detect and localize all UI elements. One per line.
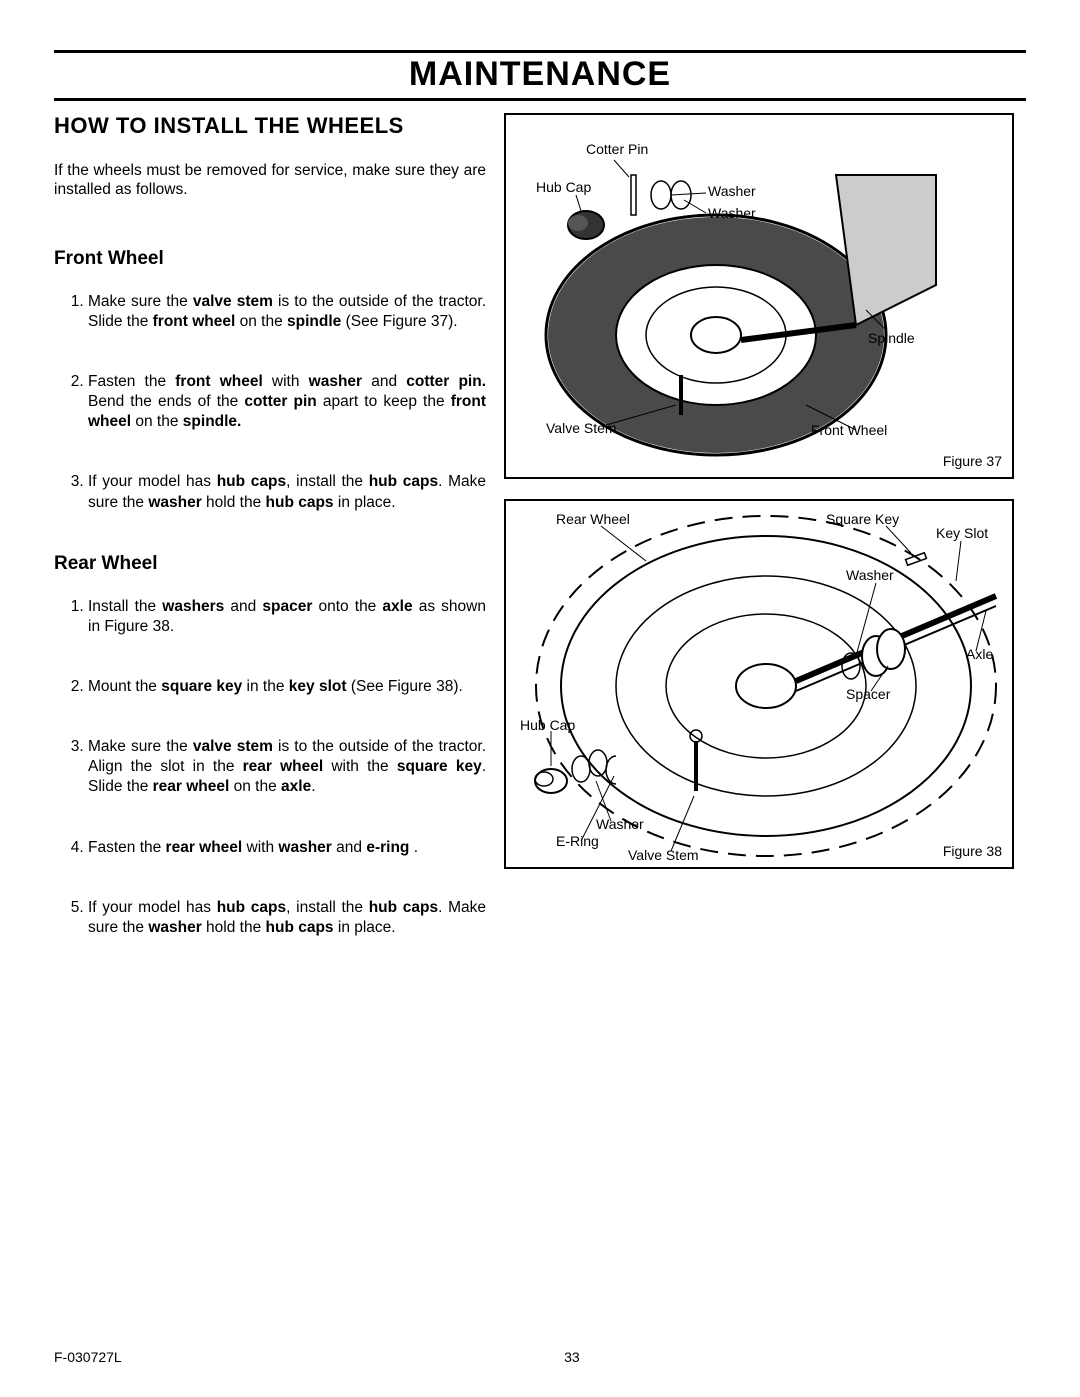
front-wheel-heading: Front Wheel (54, 248, 486, 270)
figure-38: Rear Wheel Square Key Key Slot Washer Ax… (504, 499, 1014, 869)
intro-text: If the wheels must be removed for servic… (54, 161, 486, 200)
front-wheel-steps: Make sure the valve stem is to the outsi… (54, 292, 486, 513)
right-column: Cotter Pin Hub Cap Washer Washer Spindle… (504, 113, 1014, 978)
label-hub-cap: Hub Cap (536, 179, 591, 195)
list-item: Make sure the valve stem is to the outsi… (88, 292, 486, 332)
content-columns: HOW TO INSTALL THE WHEELS If the wheels … (54, 113, 1026, 978)
label-valve-stem-r: Valve Stem (628, 847, 699, 863)
left-column: HOW TO INSTALL THE WHEELS If the wheels … (54, 113, 486, 978)
doc-code: F-030727L (54, 1349, 122, 1365)
page-title: MAINTENANCE (54, 55, 1026, 101)
figure-37: Cotter Pin Hub Cap Washer Washer Spindle… (504, 113, 1014, 479)
list-item: Fasten the rear wheel with washer and e-… (88, 838, 486, 858)
label-washer-2: Washer (708, 205, 756, 221)
list-item: Mount the square key in the key slot (Se… (88, 677, 486, 697)
label-washer-r: Washer (846, 567, 894, 583)
page-number: 33 (564, 1349, 580, 1365)
label-spindle: Spindle (868, 330, 915, 346)
list-item: Make sure the valve stem is to the outsi… (88, 737, 486, 797)
list-item: Fasten the front wheel with washer and c… (88, 372, 486, 432)
rear-wheel-steps: Install the washers and spacer onto the … (54, 597, 486, 938)
figure-38-svg (506, 501, 1012, 867)
label-cotter-pin: Cotter Pin (586, 141, 648, 157)
label-hub-cap-r: Hub Cap (520, 717, 575, 733)
label-rear-wheel: Rear Wheel (556, 511, 630, 527)
rear-wheel-heading: Rear Wheel (54, 553, 486, 575)
label-washer-l: Washer (596, 816, 644, 832)
label-washer: Washer (708, 183, 756, 199)
label-front-wheel: Front Wheel (811, 422, 887, 438)
figure-38-caption: Figure 38 (943, 843, 1002, 859)
list-item: If your model has hub caps, install the … (88, 472, 486, 512)
page-footer: F-030727L 33 . (54, 1349, 1026, 1365)
label-key-slot: Key Slot (936, 525, 988, 541)
label-square-key: Square Key (826, 511, 899, 527)
figure-37-caption: Figure 37 (943, 453, 1002, 469)
label-spacer: Spacer (846, 686, 890, 702)
list-item: Install the washers and spacer onto the … (88, 597, 486, 637)
label-valve-stem: Valve Stem (546, 420, 617, 436)
label-e-ring: E-Ring (556, 833, 599, 849)
label-axle: Axle (966, 646, 993, 662)
list-item: If your model has hub caps, install the … (88, 898, 486, 938)
top-rule (54, 50, 1026, 53)
section-title: HOW TO INSTALL THE WHEELS (54, 113, 486, 139)
